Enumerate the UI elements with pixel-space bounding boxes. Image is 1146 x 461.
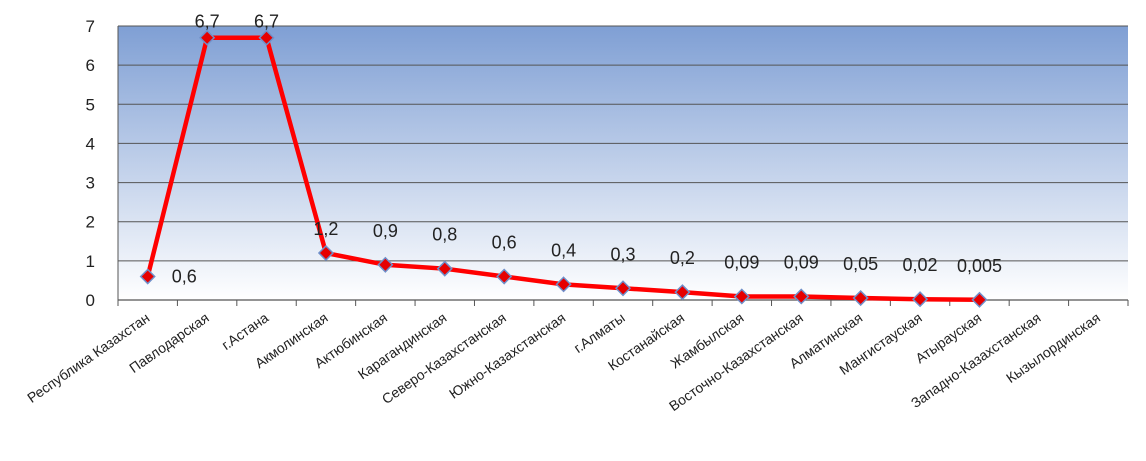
data-label: 6,7 [195,12,220,32]
data-label: 0,09 [724,252,759,272]
plot-area [118,26,1128,300]
y-tick-label: 1 [86,252,95,271]
y-tick-label: 5 [86,95,95,114]
data-point [674,284,691,301]
data-label: 0,9 [373,221,398,241]
y-tick-label: 7 [86,17,95,36]
data-label: 0,2 [670,248,695,268]
x-tick-label: г.Астана [219,309,272,353]
data-point [377,256,394,273]
data-point [733,288,750,305]
series-markers [139,29,988,308]
grid-lines [117,25,1128,301]
data-point [555,276,572,293]
data-point [852,289,869,307]
data-label: 0,8 [432,225,457,245]
data-label: 0,6 [492,233,517,253]
data-labels: 0,6 6,7 6,7 1,2 0,9 0,8 0,6 0,4 0,3 0,2 0,09 0,09 0,… [172,12,1002,287]
y-tick-label: 2 [86,213,95,232]
data-label: 0,005 [957,256,1002,276]
y-axis-ticks: 0 1 2 3 4 5 6 7 [86,17,95,310]
data-label: 0,4 [551,240,576,260]
data-label: 0,02 [903,255,938,275]
y-tick-label: 6 [86,56,95,75]
data-point [199,29,216,46]
y-tick-label: 4 [86,134,95,153]
data-label: 1,2 [313,219,338,239]
data-point [911,291,929,308]
data-label: 0,6 [172,267,197,287]
data-point [436,260,453,277]
data-label: 6,7 [254,12,279,32]
data-point [793,288,810,305]
data-point [614,280,632,297]
data-point [139,268,156,285]
data-point [317,244,335,262]
data-label: 0,09 [784,252,819,272]
data-label: 0,3 [610,244,635,264]
y-tick-label: 3 [86,174,95,193]
x-tick-label: г.Алматы [571,309,628,356]
data-point [971,291,988,308]
data-label: 0,05 [843,254,878,274]
data-point [258,29,275,46]
y-tick-label: 0 [86,291,95,310]
data-point [496,268,513,285]
